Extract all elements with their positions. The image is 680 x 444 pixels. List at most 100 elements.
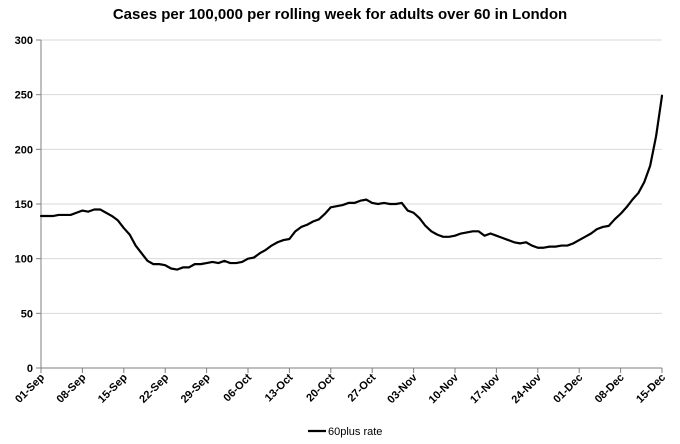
data-point-2021-09-14 xyxy=(117,219,119,221)
y-tick-label-300: 300 xyxy=(15,35,33,47)
x-tick-label-22-Sep: 22-Sep xyxy=(137,371,171,405)
data-point-2021-10-16 xyxy=(306,224,308,226)
x-tick-label-10-Nov: 10-Nov xyxy=(427,371,462,406)
data-point-2021-10-24 xyxy=(353,202,356,204)
data-point-2021-11-03 xyxy=(413,212,415,214)
data-point-2021-09-21 xyxy=(158,263,160,265)
data-point-2021-11-21 xyxy=(519,242,521,244)
data-point-2021-09-24 xyxy=(176,269,178,271)
data-point-2021-09-02 xyxy=(46,215,48,217)
data-point-2021-12-05 xyxy=(602,226,604,228)
data-point-2021-10-02 xyxy=(223,260,225,262)
data-point-2021-09-17 xyxy=(135,244,137,247)
data-point-2021-09-20 xyxy=(152,263,154,265)
x-tick-label-27-Oct: 27-Oct xyxy=(346,371,379,404)
data-point-2021-12-01 xyxy=(578,239,580,241)
x-tick-label-06-Oct: 06-Oct xyxy=(221,371,254,404)
data-point-2021-09-03 xyxy=(52,215,54,217)
x-tick-label-01-Sep: 01-Sep xyxy=(13,371,47,405)
x-tick-label-01-Dec: 01-Dec xyxy=(551,372,585,406)
data-point-2021-11-19 xyxy=(507,239,509,241)
data-point-2021-12-15 xyxy=(661,95,663,97)
data-point-2021-12-04 xyxy=(596,228,598,230)
data-point-2021-10-21 xyxy=(336,205,338,207)
data-point-2021-11-07 xyxy=(436,234,438,236)
data-point-2021-09-12 xyxy=(105,212,107,214)
data-point-2021-10-13 xyxy=(288,238,290,240)
x-tick-label-17-Nov: 17-Nov xyxy=(468,371,503,406)
data-point-2021-11-24 xyxy=(537,247,539,249)
data-point-2021-09-10 xyxy=(93,208,95,211)
data-point-2021-10-12 xyxy=(282,239,285,241)
data-point-2021-10-31 xyxy=(395,203,397,205)
data-point-2021-12-10 xyxy=(631,199,634,201)
data-point-2021-11-04 xyxy=(418,217,421,219)
data-point-2021-10-15 xyxy=(300,226,302,228)
data-point-2021-09-27 xyxy=(194,263,196,265)
data-point-2021-10-06 xyxy=(247,258,249,260)
data-point-2021-11-15 xyxy=(483,235,486,237)
data-point-2021-11-08 xyxy=(442,236,444,238)
x-tick-label-15-Dec: 15-Dec xyxy=(634,372,668,406)
data-point-2021-09-13 xyxy=(111,215,113,217)
x-tick-label-29-Sep: 29-Sep xyxy=(179,371,213,405)
data-point-2021-09-28 xyxy=(200,263,202,265)
data-point-2021-11-23 xyxy=(531,244,533,247)
y-tick-label-250: 250 xyxy=(15,90,33,102)
data-point-2021-11-05 xyxy=(424,225,427,227)
data-point-2021-09-08 xyxy=(81,209,83,212)
data-point-2021-11-14 xyxy=(478,230,480,232)
data-point-2021-10-25 xyxy=(359,200,361,202)
data-point-2021-10-17 xyxy=(312,220,314,223)
data-point-2021-10-22 xyxy=(342,204,344,206)
data-point-2021-09-11 xyxy=(99,208,101,211)
axes xyxy=(40,40,663,373)
data-point-2021-10-26 xyxy=(365,199,367,201)
data-point-2021-10-29 xyxy=(383,202,385,204)
data-point-2021-10-18 xyxy=(318,218,320,220)
gridlines xyxy=(36,39,662,369)
data-point-2021-12-11 xyxy=(637,192,639,194)
data-point-2021-11-09 xyxy=(448,236,450,238)
data-point-2021-11-29 xyxy=(566,244,568,247)
data-point-2021-09-07 xyxy=(75,212,78,214)
x-tick-label-08-Dec: 08-Dec xyxy=(593,372,627,406)
data-point-2021-11-06 xyxy=(430,230,432,232)
data-point-2021-12-03 xyxy=(590,232,592,235)
data-point-2021-10-05 xyxy=(241,261,243,263)
data-point-2021-10-09 xyxy=(265,249,267,251)
x-tick-label-15-Sep: 15-Sep xyxy=(96,371,130,405)
data-point-2021-11-02 xyxy=(407,209,409,212)
data-point-2021-09-18 xyxy=(140,252,143,254)
data-point-2021-12-12 xyxy=(643,181,645,183)
data-point-2021-10-08 xyxy=(259,252,261,254)
y-tick-label-50: 50 xyxy=(21,308,33,320)
data-point-2021-11-22 xyxy=(525,241,527,243)
data-point-2021-09-15 xyxy=(123,227,125,229)
data-point-2021-09-23 xyxy=(170,267,172,270)
y-tick-label-200: 200 xyxy=(15,144,33,156)
data-point-2021-09-04 xyxy=(58,214,60,216)
data-point-2021-09-09 xyxy=(87,211,89,213)
x-tick-labels: 01-Sep 08-Sep 15-Sep 22-Sep 29-Sep 06-Oct 13-O… xyxy=(13,371,668,406)
series-line-0 xyxy=(39,94,664,271)
data-point-2021-09-05 xyxy=(64,214,66,216)
data-point-2021-10-23 xyxy=(347,202,350,204)
legend: 60plus rate xyxy=(308,426,382,438)
data-point-2021-11-27 xyxy=(554,246,557,248)
data-point-2021-10-20 xyxy=(330,206,332,208)
data-point-2021-10-10 xyxy=(271,244,273,247)
data-point-2021-09-26 xyxy=(188,266,190,269)
chart-title: Cases per 100,000 per rolling week for a… xyxy=(112,6,568,23)
data-point-2021-11-12 xyxy=(466,231,468,234)
data-point-2021-10-30 xyxy=(389,203,391,205)
data-point-2021-09-06 xyxy=(69,214,72,216)
data-point-2021-11-20 xyxy=(513,241,515,243)
legend-label-0: 60plus rate xyxy=(328,426,382,438)
data-point-2021-09-16 xyxy=(129,234,131,236)
x-tick-label-08-Sep: 08-Sep xyxy=(55,371,89,405)
y-tick-label-150: 150 xyxy=(15,199,33,211)
data-point-2021-09-01 xyxy=(40,215,42,217)
data-point-2021-10-01 xyxy=(217,262,220,264)
